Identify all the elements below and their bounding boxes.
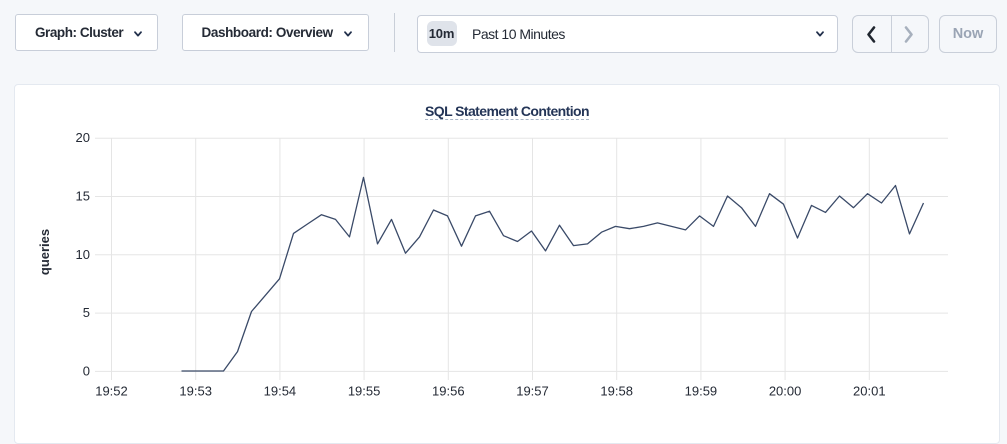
svg-text:10: 10	[76, 247, 90, 262]
svg-text:19:57: 19:57	[516, 384, 549, 399]
svg-text:queries: queries	[37, 229, 52, 275]
svg-text:20:01: 20:01	[853, 384, 886, 399]
svg-text:19:56: 19:56	[432, 384, 465, 399]
svg-text:15: 15	[76, 189, 90, 204]
svg-text:0: 0	[83, 364, 90, 379]
svg-text:20:00: 20:00	[769, 384, 802, 399]
svg-text:19:53: 19:53	[179, 384, 212, 399]
svg-text:19:58: 19:58	[600, 384, 633, 399]
svg-text:19:52: 19:52	[95, 384, 128, 399]
svg-text:19:54: 19:54	[264, 384, 297, 399]
svg-text:20: 20	[76, 130, 90, 145]
svg-text:19:59: 19:59	[685, 384, 718, 399]
svg-text:5: 5	[83, 305, 90, 320]
svg-text:19:55: 19:55	[348, 384, 381, 399]
